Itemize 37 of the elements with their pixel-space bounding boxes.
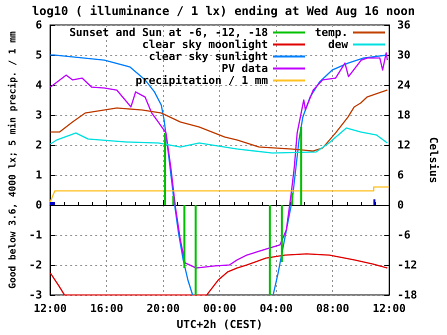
y2-tick-label: 0 xyxy=(397,198,404,212)
x-tick-label: 12:00 xyxy=(372,302,406,315)
legend-label: temp. xyxy=(314,26,348,39)
y2-axis-title: Celsius xyxy=(427,136,440,184)
y-tick-label: 2 xyxy=(36,138,42,152)
x-tick-label: 20:00 xyxy=(146,302,180,315)
y-axis-title: Good below 3.6, 4000 lx; 5 min precip. / 1 mm xyxy=(8,31,18,289)
legend-label: PV data xyxy=(222,62,268,75)
x-axis-title: UTC+2h (CEST) xyxy=(176,318,263,331)
x-tick-label: 00:00 xyxy=(203,302,236,315)
y2-tick-label: -12 xyxy=(397,258,418,272)
x-tick-label: 16:00 xyxy=(90,302,124,315)
y2-tick-label: 24 xyxy=(397,78,411,92)
x-tick-label: 08:00 xyxy=(316,302,350,315)
x-tick-label: 12:00 xyxy=(34,302,67,315)
y2-tick-label: -18 xyxy=(397,288,418,302)
y-tick-label: 1 xyxy=(36,168,43,182)
legend-label: dew xyxy=(328,38,348,51)
y-tick-label: 5 xyxy=(36,48,42,62)
y2-tick-label: 6 xyxy=(397,168,404,182)
y-tick-label: -1 xyxy=(28,228,43,242)
y2-tick-label: 30 xyxy=(397,48,410,62)
legend-label: clear sky moonlight xyxy=(142,38,268,51)
y2-tick-label: 12 xyxy=(397,138,410,152)
legend-label: Sunset and Sun at -6, -12, -18 xyxy=(69,26,268,39)
y-tick-label: 3 xyxy=(36,108,42,122)
x-tick-label: 04:00 xyxy=(260,302,293,315)
y2-tick-label: -6 xyxy=(397,228,411,242)
y-tick-label: 6 xyxy=(36,18,43,32)
y-tick-label: 0 xyxy=(36,198,42,212)
y2-tick-label: 36 xyxy=(397,18,411,32)
y-tick-label: -2 xyxy=(28,258,42,272)
chart-title: log10 ( illuminance / 1 lx) ending at Wed Aug 16 noon xyxy=(32,4,415,18)
y2-tick-label: 18 xyxy=(397,108,410,122)
legend-label: clear sky sunlight xyxy=(148,50,268,63)
y-tick-label: 4 xyxy=(36,78,43,92)
y-tick-label: -3 xyxy=(28,288,42,302)
